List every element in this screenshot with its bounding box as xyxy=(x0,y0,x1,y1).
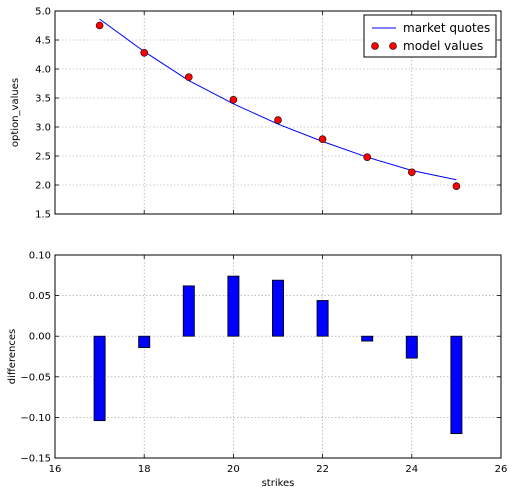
bottom-y-tick-label: 0.05 xyxy=(29,291,51,302)
top-chart: 1.5 2.0 2.5 3.0 3.5 4.0 4.5 5.0 option_values m… xyxy=(10,7,502,221)
model-value-point xyxy=(318,135,327,143)
legend-market-quotes-label: market quotes xyxy=(403,21,490,35)
x-tick-label: 18 xyxy=(138,464,151,475)
model-value-point xyxy=(363,153,372,161)
x-tick-label: 20 xyxy=(227,464,240,475)
bottom-y-tick-label: −0.10 xyxy=(20,413,51,424)
top-y-tick-label: 3.0 xyxy=(35,123,51,134)
top-y-tick-label: 5.0 xyxy=(35,7,51,18)
model-value-point xyxy=(140,48,148,57)
legend-model-values-marker xyxy=(389,42,397,50)
top-y-axis-label: option_values xyxy=(10,78,21,147)
difference-bar xyxy=(93,335,106,422)
bottom-y-axis-label: differences xyxy=(7,329,18,384)
x-tick-label: 26 xyxy=(495,464,508,475)
bottom-marks xyxy=(93,275,463,435)
model-value-point xyxy=(452,182,461,190)
difference-bar xyxy=(227,275,240,337)
x-tick-label: 16 xyxy=(49,464,62,475)
bottom-plot-frame xyxy=(54,254,502,459)
model-value-point xyxy=(185,73,193,81)
top-y-tick-label: 2.5 xyxy=(35,152,51,163)
top-y-tick-label: 2.0 xyxy=(35,181,51,192)
model-value-point xyxy=(229,95,238,104)
bottom-ticks: 16 18 20 22 24 26 −0.15 −0.10 −0.05 0.00 0.05 0.10 xyxy=(20,251,507,476)
bottom-chart: 16 18 20 22 24 26−0.15−0.10−0.050.000.050.10 … xyxy=(7,251,507,490)
bottom-y-tick-label: −0.05 xyxy=(20,372,51,383)
top-y-tick-label: 4.5 xyxy=(35,36,51,47)
top-plot-frame xyxy=(54,10,502,215)
difference-bar xyxy=(405,335,418,359)
market-quotes-line xyxy=(99,18,457,181)
difference-bar xyxy=(272,279,284,337)
model-value-point xyxy=(274,116,282,124)
top-y-tick-label: 1.5 xyxy=(35,210,51,221)
difference-bar xyxy=(450,335,463,435)
legend: market quotes model values xyxy=(363,14,497,58)
top-ticks: 1.5 2.0 2.5 3.0 3.5 4.0 4.5 5.0 xyxy=(35,7,502,221)
legend-box xyxy=(363,14,497,58)
difference-bar xyxy=(361,335,374,342)
top-y-tick-label: 3.5 xyxy=(35,94,51,105)
model-value-point xyxy=(407,168,416,177)
legend-model-values-marker xyxy=(371,42,379,50)
top-marks xyxy=(95,18,461,190)
difference-bar xyxy=(316,300,329,337)
legend-model-values-label: model values xyxy=(403,39,483,53)
x-tick-label: 24 xyxy=(405,464,418,475)
bottom-y-tick-label: −0.15 xyxy=(20,454,51,465)
bottom-y-tick-label: 0.00 xyxy=(29,332,51,343)
bottom-y-tick-label: 0.10 xyxy=(29,251,51,262)
x-tick-label: 22 xyxy=(316,464,329,475)
top-y-tick-label: 4.0 xyxy=(35,65,51,76)
bottom-x-axis-label: strikes xyxy=(262,478,295,489)
difference-bar xyxy=(138,335,151,348)
model-value-point xyxy=(95,21,104,30)
difference-bar xyxy=(182,285,195,337)
